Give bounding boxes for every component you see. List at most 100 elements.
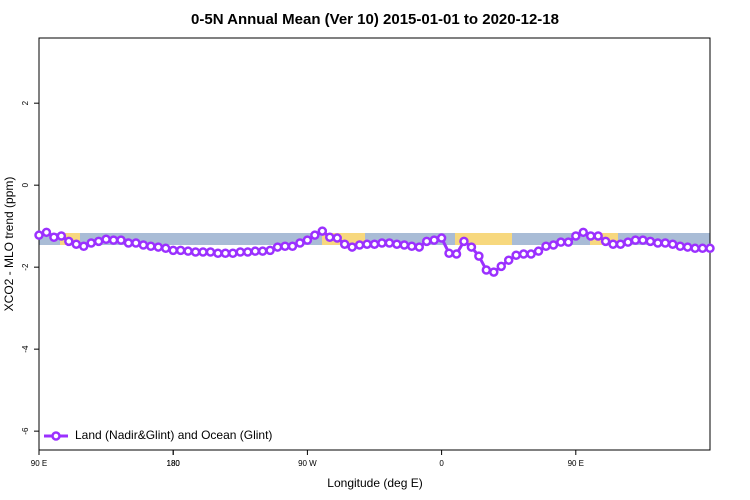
data-point bbox=[429, 235, 439, 245]
x-tick-label: 0 bbox=[439, 459, 444, 468]
data-point bbox=[518, 249, 529, 259]
x-tick-label: 90 E bbox=[568, 459, 584, 468]
data-point bbox=[533, 246, 544, 256]
data-point bbox=[41, 227, 52, 238]
data-point bbox=[347, 242, 357, 252]
data-point bbox=[600, 236, 611, 247]
data-point bbox=[101, 234, 111, 245]
data-point bbox=[451, 249, 462, 259]
surface-band bbox=[39, 233, 710, 245]
data-point bbox=[548, 240, 559, 250]
data-point bbox=[608, 239, 618, 249]
data-point bbox=[377, 238, 387, 248]
data-point bbox=[556, 237, 566, 247]
data-point bbox=[302, 235, 313, 245]
data-point bbox=[392, 239, 402, 249]
ocean-band bbox=[39, 233, 710, 245]
data-point bbox=[660, 238, 671, 248]
x-axis-label: Longitude (deg E) bbox=[327, 476, 422, 490]
data-point bbox=[228, 248, 238, 258]
y-tick-label: -6 bbox=[21, 427, 30, 435]
data-point bbox=[675, 241, 685, 252]
data-point bbox=[630, 235, 641, 245]
legend-marker bbox=[51, 431, 61, 441]
y-tick-label: -4 bbox=[21, 345, 30, 353]
data-point bbox=[146, 241, 156, 252]
data-point bbox=[160, 243, 171, 254]
data-point bbox=[623, 237, 633, 247]
data-point bbox=[49, 232, 59, 242]
data-point bbox=[243, 247, 253, 257]
data-point bbox=[257, 246, 268, 256]
data-point bbox=[250, 246, 260, 256]
data-point bbox=[116, 235, 126, 245]
y-tick-label: 0 bbox=[21, 182, 30, 187]
data-point bbox=[183, 246, 193, 256]
data-point bbox=[444, 248, 454, 258]
data-point bbox=[459, 236, 469, 247]
data-point bbox=[690, 243, 700, 254]
x-tick-label: 90 E bbox=[31, 459, 47, 468]
x-tick-label: 180 bbox=[167, 459, 181, 468]
data-point bbox=[436, 233, 447, 243]
y-axis-label: XCO2 - MLO trend (ppm) bbox=[2, 177, 16, 312]
legend-label: Land (Nadir&Glint) and Ocean (Glint) bbox=[75, 428, 272, 442]
data-point bbox=[667, 239, 678, 249]
data-point bbox=[332, 233, 342, 243]
data-point bbox=[78, 241, 89, 252]
data-point bbox=[421, 236, 432, 247]
data-point bbox=[310, 230, 320, 240]
data-point bbox=[653, 238, 663, 248]
x-tick-label: 90 W bbox=[298, 459, 317, 468]
data-point bbox=[489, 267, 499, 277]
data-point bbox=[578, 227, 589, 238]
chart-title: 0-5N Annual Mean (Ver 10) 2015-01-01 to … bbox=[191, 11, 559, 28]
data-point bbox=[526, 249, 536, 259]
data-point bbox=[123, 238, 134, 248]
data-point bbox=[235, 247, 246, 257]
data-point bbox=[108, 235, 119, 245]
data-point bbox=[705, 243, 715, 254]
y-tick-label: -2 bbox=[21, 263, 30, 271]
data-point bbox=[287, 241, 298, 252]
data-point bbox=[354, 240, 365, 250]
data-point bbox=[153, 242, 164, 252]
data-point bbox=[503, 255, 514, 265]
data-point bbox=[71, 239, 82, 249]
data-point bbox=[168, 245, 178, 256]
data-point bbox=[369, 239, 380, 249]
data-point bbox=[384, 238, 395, 248]
data-point bbox=[339, 239, 350, 249]
data-point bbox=[593, 231, 603, 241]
land-band bbox=[455, 233, 512, 245]
data-point bbox=[198, 247, 208, 257]
data-point bbox=[697, 243, 708, 254]
data-point bbox=[414, 242, 424, 252]
data-point bbox=[585, 231, 596, 241]
data-point bbox=[295, 238, 305, 248]
data-point bbox=[175, 245, 186, 256]
data-point bbox=[481, 265, 492, 275]
data-point bbox=[682, 242, 693, 252]
data-point bbox=[317, 226, 328, 236]
data-point bbox=[280, 241, 290, 252]
data-point bbox=[86, 238, 96, 248]
data-point bbox=[93, 236, 104, 247]
data-point bbox=[325, 232, 335, 242]
data-point bbox=[265, 245, 275, 256]
data-point bbox=[511, 250, 521, 261]
y-tick-label: 2 bbox=[21, 100, 30, 105]
x-tick-label: 180 bbox=[167, 459, 181, 468]
data-point bbox=[205, 247, 216, 257]
data-point bbox=[131, 238, 141, 248]
data-point bbox=[466, 242, 477, 252]
data-point bbox=[272, 242, 283, 252]
data-point bbox=[541, 241, 551, 252]
data-point bbox=[138, 240, 149, 250]
data-point bbox=[64, 236, 74, 247]
data-point bbox=[220, 248, 231, 258]
data-point bbox=[638, 235, 648, 245]
data-point bbox=[56, 231, 67, 241]
data-point bbox=[474, 251, 484, 261]
